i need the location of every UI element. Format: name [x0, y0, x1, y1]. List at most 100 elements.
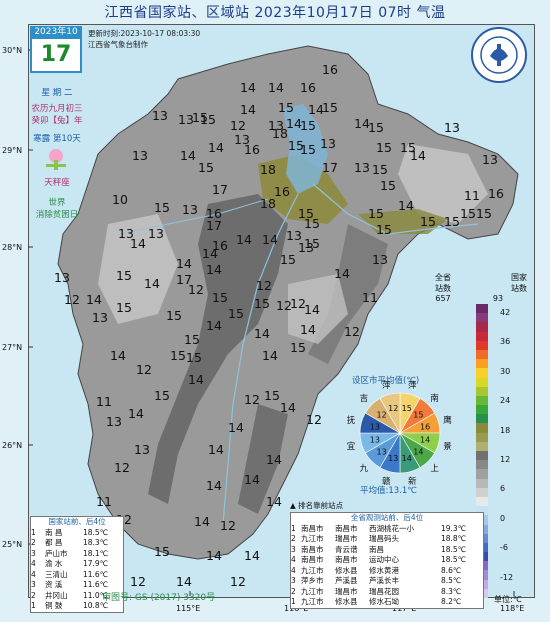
station-temperature: 15 — [116, 300, 132, 315]
cell-city: 九江市 — [301, 534, 324, 543]
pie-value: 13 — [370, 422, 380, 431]
station-temperature: 15 — [376, 140, 392, 155]
station-temperature: 14 — [244, 472, 260, 487]
pie-value: 15 — [413, 411, 423, 420]
station-temperature: 14 — [354, 116, 370, 131]
station-temperature: 12 — [244, 392, 260, 407]
cell-rank: 4 — [31, 559, 36, 568]
dark-zone — [148, 194, 288, 504]
lunar-date: 农历九月初三 — [31, 104, 83, 114]
station-temperature: 15 — [212, 290, 228, 305]
station-temperature: 13 — [106, 414, 122, 429]
cell-rank: 2 — [291, 586, 296, 596]
legend-swatch — [476, 313, 488, 323]
station-temperature: 14 — [244, 548, 260, 563]
station-temperature: 13 — [134, 442, 150, 457]
cell-station: 修水黄港 — [369, 565, 399, 575]
right-table-head: 全省观测站前、后4位 — [350, 513, 424, 522]
legend-swatch — [476, 368, 488, 378]
cell-name: 庐山市 — [45, 548, 68, 558]
station-temperature: 14 — [410, 148, 426, 163]
station-temperature: 14 — [176, 256, 192, 271]
right-table-caption: ▲ 排名靠前站点 — [290, 501, 344, 510]
legend-tick: 42 — [500, 308, 511, 317]
cell-rank: 2 — [291, 534, 296, 543]
calendar-month: 2023年10月 — [30, 26, 82, 50]
station-temperature: 15 — [368, 120, 384, 135]
cell-v: 18.3℃ — [83, 538, 109, 547]
station-temperature: 11 — [464, 188, 480, 203]
left-table-row: 4 渝 水 17.9℃ — [31, 559, 123, 570]
station-temperature: 14 — [144, 276, 160, 291]
station-temperature: 15 — [380, 178, 396, 193]
pie-city-label: 景 — [443, 441, 452, 452]
lat-label: 29°N — [2, 146, 23, 155]
station-temperature: 14 — [304, 302, 320, 317]
station-temperature: 14 — [308, 102, 324, 117]
station-temperature: 14 — [188, 372, 204, 387]
station-temperature: 13 — [320, 136, 336, 151]
legend-swatch — [476, 469, 488, 479]
legend-swatch — [476, 487, 488, 497]
libra-icon — [46, 149, 66, 170]
pie-value: 13 — [388, 454, 398, 463]
station-temperature: 13 — [482, 152, 498, 167]
station-temperature: 12 — [290, 296, 306, 311]
left-table-row: 1 铜 鼓 10.8℃ — [31, 601, 123, 612]
station-temperature: 14 — [206, 262, 222, 277]
station-temperature: 18 — [272, 126, 288, 141]
station-temperature: 14 — [180, 148, 196, 163]
cell-v: 8.3℃ — [441, 586, 462, 596]
station-temperature: 12 — [136, 362, 152, 377]
cell-v: 17.9℃ — [83, 559, 109, 568]
station-temperature: 15 — [304, 216, 320, 231]
station-temperature: 12 — [306, 412, 322, 427]
station-temperature: 15 — [444, 214, 460, 229]
legend-tick: 0 — [500, 513, 506, 523]
cell-station: 瑞昌花园 — [369, 586, 399, 596]
right-table-row: 3 南昌市 青云谱 南昌 18.5℃ — [291, 545, 483, 556]
legend-swatch — [476, 322, 488, 332]
cell-v: 18.8℃ — [441, 534, 467, 543]
station-temperature: 15 — [154, 544, 170, 559]
station-temperature: 15 — [304, 236, 320, 251]
station-temperature: 14 — [262, 232, 278, 247]
producer: 江西省气象台制作 — [88, 40, 148, 49]
calendar-widget: 2023年10月 17 — [30, 26, 82, 73]
legend-tick: 18 — [500, 425, 511, 435]
station-temperature: 14 — [206, 478, 222, 493]
cell-rank: 4 — [31, 569, 36, 579]
cell-county: 瑞昌市 — [335, 534, 358, 543]
legend-tick: 36 — [500, 337, 511, 347]
pie-city-label: 宜 — [346, 441, 356, 452]
station-temperature: 15 — [166, 308, 182, 323]
legend-total-count: 657 — [435, 294, 451, 303]
pie-value: 16 — [420, 422, 430, 431]
legend-unit: 单位:℃ — [494, 595, 522, 604]
legend-swatch — [476, 506, 488, 516]
cell-v: 11.6℃ — [83, 580, 109, 589]
station-temperature: 13 — [286, 228, 302, 243]
station-temperature: 15 — [298, 206, 314, 221]
left-table-row: 2 都 昌 18.3℃ — [31, 538, 123, 549]
station-temperature: 12 — [230, 118, 246, 133]
cell-rank: 3 — [291, 576, 296, 585]
station-temperature: 16 — [488, 186, 504, 201]
cell-name: 南 昌 — [45, 527, 63, 537]
station-temperature: 14 — [228, 420, 244, 435]
station-temperature: 15 — [228, 306, 244, 321]
station-temperature: 15 — [420, 214, 436, 229]
cell-name: 都 昌 — [45, 538, 63, 547]
station-temperature: 13 — [152, 108, 168, 123]
station-temperature: 14 — [254, 326, 270, 341]
station-temperature: 18 — [260, 162, 276, 177]
station-temperature: 15 — [300, 118, 316, 133]
light-zone — [398, 144, 488, 224]
cell-county: 南昌市 — [335, 555, 358, 564]
cell-rank: 2 — [31, 590, 36, 600]
station-temperature: 15 — [300, 142, 316, 157]
cell-county: 青云谱 — [335, 544, 358, 554]
station-temperature: 18 — [260, 196, 276, 211]
station-temperature: 15 — [288, 138, 304, 153]
cell-county: 南昌市 — [335, 523, 358, 533]
